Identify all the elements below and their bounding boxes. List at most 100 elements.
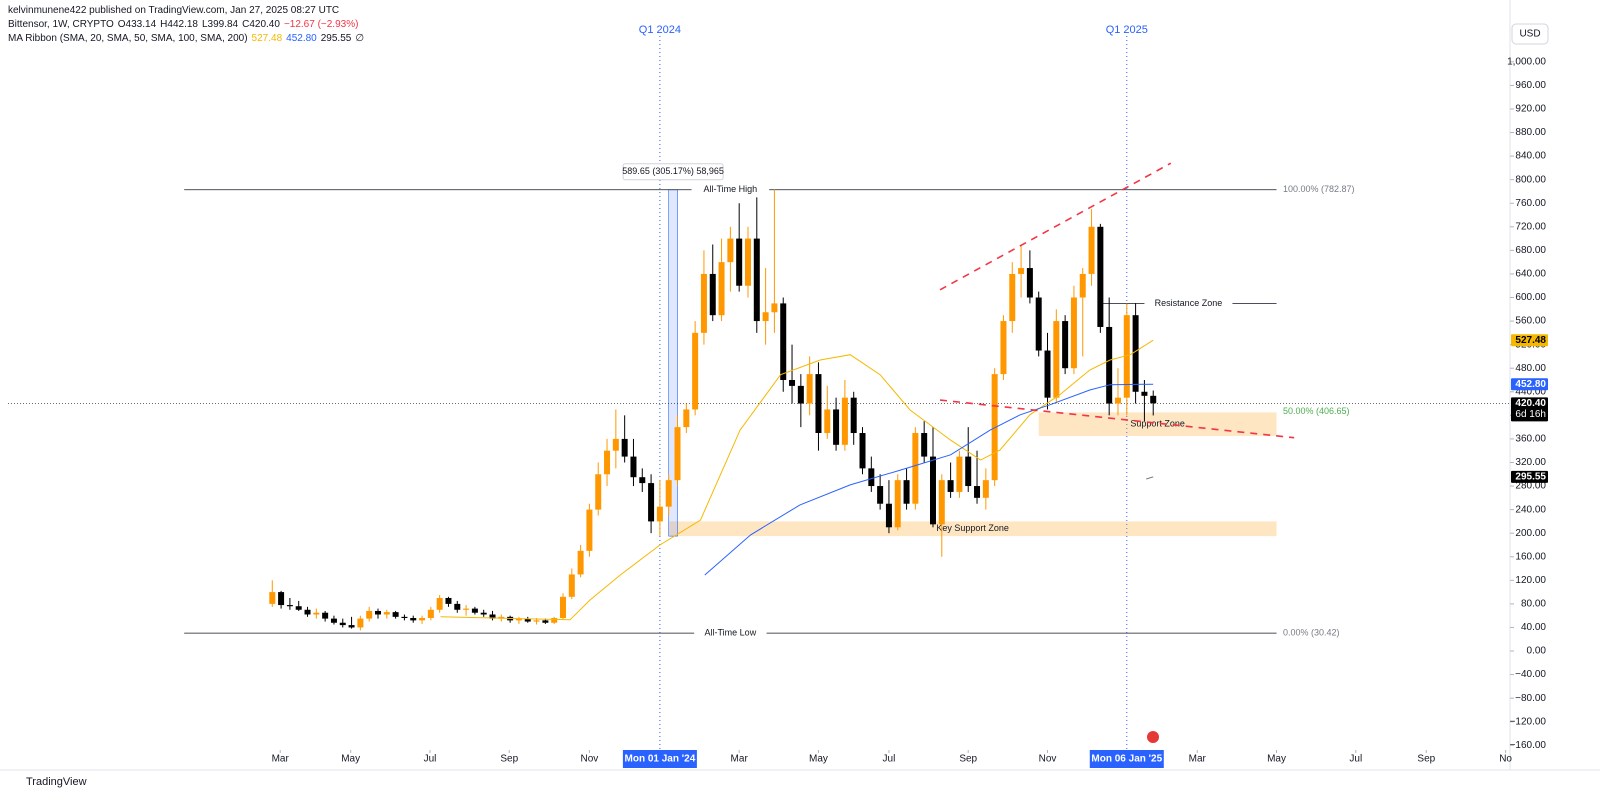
candle-body — [515, 618, 522, 621]
ma-line — [1146, 476, 1154, 480]
x-tick-label: Jul — [1349, 754, 1362, 765]
candle-body — [780, 303, 787, 380]
candle-body — [1018, 268, 1025, 274]
y-tick-label: 320.00 — [1515, 457, 1546, 468]
candle-body — [841, 397, 848, 445]
y-tick-label: −120.00 — [1510, 716, 1547, 727]
ohlc: C420.40 — [242, 19, 280, 30]
price-badge — [1511, 378, 1548, 391]
candle-body — [1141, 391, 1148, 396]
x-tick-label: Mon 06 Jan '25 — [1091, 754, 1162, 765]
ohlc: H442.18 — [160, 19, 198, 30]
y-tick-label: 40.00 — [1521, 622, 1546, 633]
y-tick-label: 240.00 — [1515, 504, 1546, 515]
candle-body — [921, 433, 928, 457]
x-tick-label: No — [1499, 754, 1512, 765]
x-tick-label: Mon 01 Jan '24 — [625, 754, 696, 765]
candle-body — [1114, 397, 1121, 404]
candle-body — [286, 605, 293, 607]
candle-body — [1132, 315, 1139, 392]
y-tick-label: 120.00 — [1515, 575, 1546, 586]
candle-body — [1070, 297, 1077, 369]
x-tick-label: Sep — [959, 754, 977, 765]
zone-label: Support Zone — [1130, 419, 1185, 429]
event-flag[interactable] — [1145, 729, 1161, 745]
candle-body — [947, 480, 954, 492]
candle-body — [1106, 326, 1113, 404]
ohlc: −12.67 (−2.93%) — [283, 19, 359, 30]
candle-body — [269, 592, 276, 604]
x-tick-label: May — [341, 754, 360, 765]
candle-body — [1026, 268, 1033, 298]
x-highlight — [1089, 750, 1164, 768]
candle-body — [454, 603, 461, 610]
currency-button[interactable] — [1511, 23, 1549, 45]
candle-body — [692, 332, 699, 410]
candle-body — [929, 456, 936, 525]
price-badge-label: 527.48 — [1515, 335, 1546, 346]
price-badge-label: 420.40 — [1515, 398, 1546, 409]
ma-line — [440, 339, 1154, 621]
candle-body — [815, 374, 822, 434]
y-tick-label: 560.00 — [1515, 316, 1546, 327]
candle-body — [295, 606, 302, 610]
candle-body — [982, 480, 989, 498]
ohlc: L399.84 — [201, 19, 239, 30]
candle-body — [1150, 395, 1157, 404]
candle-body — [604, 450, 611, 475]
x-tick-label: May — [809, 754, 828, 765]
candle-body — [533, 620, 540, 622]
y-tick-label: 0.00 — [1527, 646, 1547, 657]
fib-label: 50.00% (406.65) — [1283, 406, 1350, 416]
candle-body — [304, 609, 311, 615]
candle-body — [374, 610, 381, 615]
y-tick-label: 800.00 — [1515, 174, 1546, 185]
y-tick-label: 760.00 — [1515, 198, 1546, 209]
fib-label: 100.00% (782.87) — [1283, 184, 1355, 194]
y-tick-label: 280.00 — [1515, 481, 1546, 492]
y-tick-label: −80.00 — [1515, 693, 1546, 704]
candle-body — [1009, 273, 1016, 322]
candle-body — [718, 262, 725, 316]
x-tick-label: Jul — [424, 754, 437, 765]
y-tick-label: 920.00 — [1515, 104, 1546, 115]
measure-label: 589.65 (305.17%) 58,965 — [622, 166, 724, 176]
candle-body — [877, 486, 884, 504]
x-tick-label: Sep — [500, 754, 518, 765]
zone-label: Key Support Zone — [936, 523, 1009, 533]
candle-body — [648, 483, 655, 522]
ma-value: ∅ — [355, 33, 365, 44]
period-label: Q1 2024 — [639, 24, 681, 36]
candle-body — [322, 612, 329, 619]
candle-body — [1088, 226, 1095, 274]
y-tick-label: 200.00 — [1515, 528, 1546, 539]
symbol: Bittensor, 1W, CRYPTO — [8, 19, 114, 30]
ma-value: 452.80 — [286, 33, 317, 44]
candle-body — [524, 618, 531, 622]
candle-body — [577, 550, 584, 575]
y-tick-label: 440.00 — [1515, 386, 1546, 397]
x-tick-label: Nov — [1039, 754, 1057, 765]
candle-body — [1044, 350, 1051, 398]
candle-body — [736, 238, 743, 286]
x-tick-label: Mar — [731, 754, 749, 765]
footer-logo: TradingView — [26, 776, 87, 788]
candle-body — [771, 303, 778, 313]
candle-body — [542, 620, 549, 623]
y-tick-label: 680.00 — [1515, 245, 1546, 256]
candle-body — [674, 427, 681, 481]
candle-body — [1000, 321, 1007, 375]
candle-body — [885, 503, 892, 528]
candle-body — [401, 616, 408, 619]
candle-body — [991, 374, 998, 481]
candle-body — [313, 612, 320, 615]
y-tick-label: 1,000.00 — [1507, 56, 1546, 67]
candle-body — [445, 597, 452, 604]
candle-body — [595, 474, 602, 510]
candle-body — [419, 618, 426, 621]
price-badge — [1511, 397, 1548, 422]
candle-body — [621, 438, 628, 457]
level-label-bg — [691, 183, 770, 196]
candle-body — [639, 477, 646, 484]
candle-body — [383, 612, 390, 615]
